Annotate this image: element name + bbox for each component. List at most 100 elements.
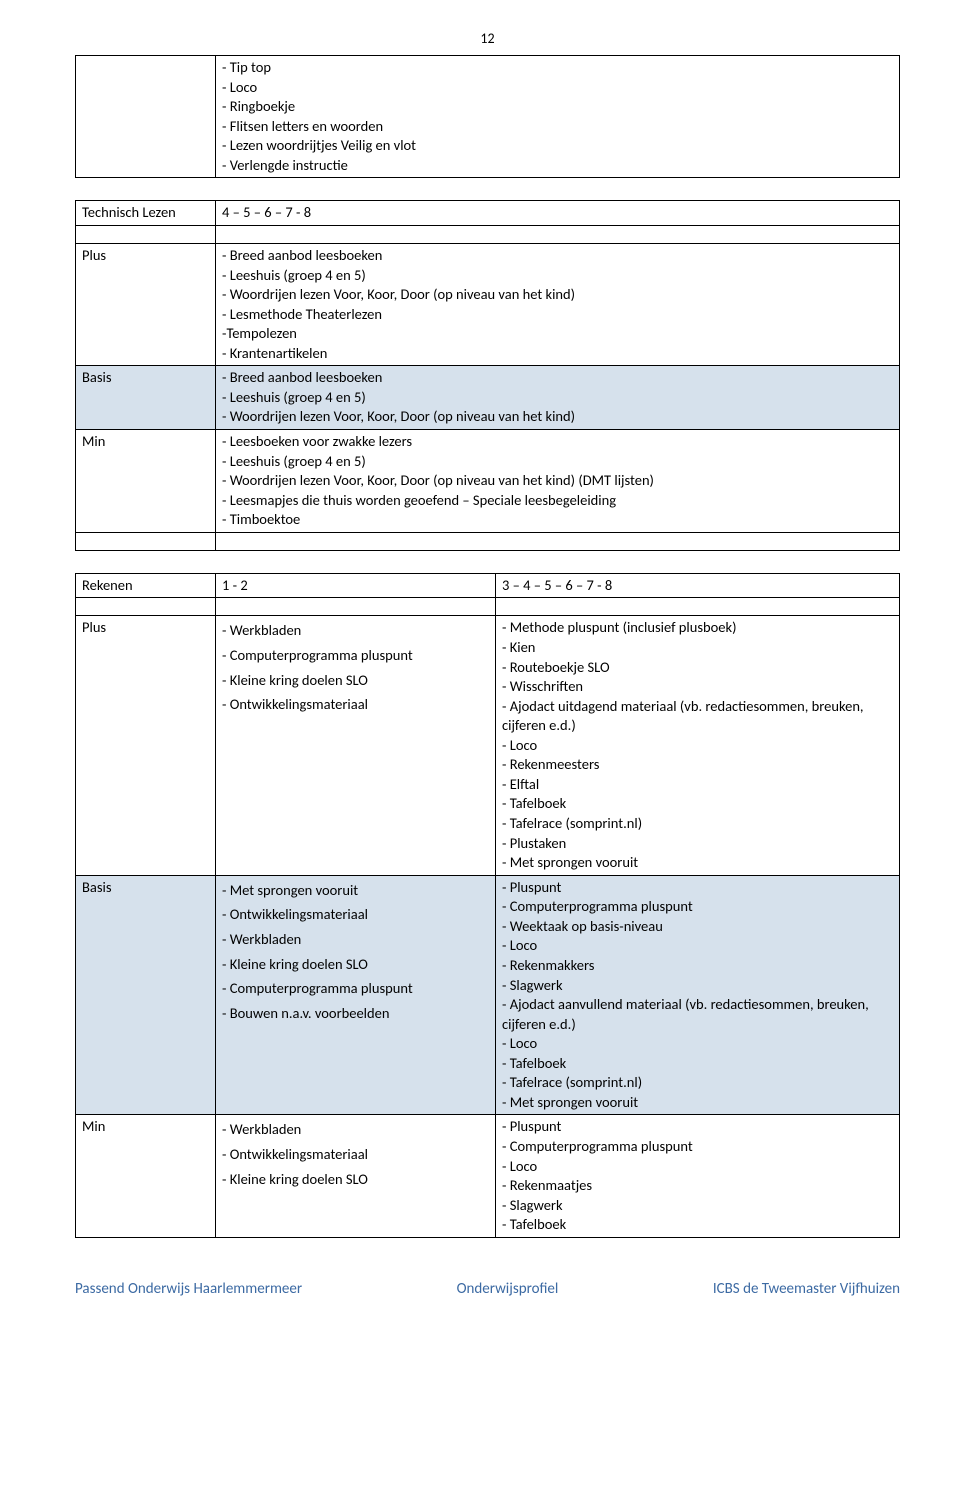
spacer xyxy=(216,532,900,550)
list-item: - Tafelboek xyxy=(502,794,893,814)
list-item: - Loco xyxy=(502,936,893,956)
list-item: - Ajodact uitdagend materiaal (vb. redac… xyxy=(502,697,893,736)
list-item: - Woordrijen lezen Voor, Koor, Door (op … xyxy=(222,285,893,305)
list-item: - Bouwen n.a.v. voorbeelden xyxy=(222,1001,489,1026)
list-item: - Leeshuis (groep 4 en 5) xyxy=(222,388,893,408)
list-item: - Ringboekje xyxy=(222,97,893,117)
list-item: - Loco xyxy=(502,1157,893,1177)
list-item: - Leeshuis (groep 4 en 5) xyxy=(222,266,893,286)
list-item: - Pluspunt xyxy=(502,878,893,898)
table3-header-label: Rekenen xyxy=(76,573,216,598)
table1-cell-items: - Tip top- Loco- Ringboekje- Flitsen let… xyxy=(216,56,900,178)
list-item: - Rekenmeesters xyxy=(502,755,893,775)
table3-header-b: 3 – 4 – 5 – 6 – 7 - 8 xyxy=(496,573,900,598)
table-row xyxy=(76,532,900,550)
list-item: - Met sprongen vooruit xyxy=(222,878,489,903)
row-label: Basis xyxy=(76,875,216,1115)
list-item: - Pluspunt xyxy=(502,1117,893,1137)
list-item: - Tafelrace (somprint.nl) xyxy=(502,1073,893,1093)
table3-spacer-a xyxy=(76,598,216,616)
table3-spacer-b xyxy=(216,598,496,616)
table3-body: Plus- Werkbladen- Computerprogramma plus… xyxy=(76,616,900,1237)
list-item: - Flitsen letters en woorden xyxy=(222,117,893,137)
list-item: - Weektaak op basis-niveau xyxy=(502,917,893,937)
list-item: - Ontwikkelingsmateriaal xyxy=(222,1142,489,1167)
list-item: - Wisschriften xyxy=(502,677,893,697)
table2-spacer-b xyxy=(216,225,900,243)
table-row: Basis- Breed aanbod leesboeken- Leeshuis… xyxy=(76,366,900,430)
footer: Passend Onderwijs Haarlemmermeer Onderwi… xyxy=(0,1280,960,1318)
list-item: - Kleine kring doelen SLO xyxy=(222,1167,489,1192)
row-col-b: - Pluspunt- Computerprogramma pluspunt- … xyxy=(496,1115,900,1237)
table-row: Plus- Werkbladen- Computerprogramma plus… xyxy=(76,616,900,875)
table2-spacer-a xyxy=(76,225,216,243)
list-item: - Loco xyxy=(222,78,893,98)
list-item: - Werkbladen xyxy=(222,618,489,643)
list-item: - Tafelrace (somprint.nl) xyxy=(502,814,893,834)
table-rekenen: Rekenen 1 - 2 3 – 4 – 5 – 6 – 7 - 8 Plus… xyxy=(75,573,900,1238)
row-label: Min xyxy=(76,430,216,533)
list-item: - Woordrijen lezen Voor, Koor, Door (op … xyxy=(222,471,893,491)
list-item: - Tafelboek xyxy=(502,1215,893,1235)
list-item: - Computerprogramma pluspunt xyxy=(222,976,489,1001)
table-tip-top: - Tip top- Loco- Ringboekje- Flitsen let… xyxy=(75,55,900,178)
list-item: - Routeboekje SLO xyxy=(502,658,893,678)
list-item: -Tempolezen xyxy=(222,324,893,344)
table-row: Plus- Breed aanbod leesboeken- Leeshuis … xyxy=(76,243,900,365)
table-row: Basis- Met sprongen vooruit- Ontwikkelin… xyxy=(76,875,900,1115)
footer-center: Onderwijsprofiel xyxy=(457,1280,559,1298)
list-item: - Breed aanbod leesboeken xyxy=(222,368,893,388)
row-col-a: - Werkbladen- Ontwikkelingsmateriaal- Kl… xyxy=(216,1115,496,1237)
list-item: - Kleine kring doelen SLO xyxy=(222,952,489,977)
list-item: - Rekenmakkers xyxy=(502,956,893,976)
table1-cell-empty xyxy=(76,56,216,178)
list-item: - Met sprongen vooruit xyxy=(502,1093,893,1113)
spacer xyxy=(76,532,216,550)
row-label: Basis xyxy=(76,366,216,430)
footer-right: ICBS de Tweemaster Vijfhuizen xyxy=(713,1280,900,1298)
list-item: - Ontwikkelingsmateriaal xyxy=(222,692,489,717)
list-item: - Computerprogramma pluspunt xyxy=(502,1137,893,1157)
footer-left: Passend Onderwijs Haarlemmermeer xyxy=(75,1280,302,1298)
list-item: - Verlengde instructie xyxy=(222,156,893,176)
row-col-b: - Methode pluspunt (inclusief plusboek)-… xyxy=(496,616,900,875)
table2-header-value: 4 – 5 – 6 – 7 - 8 xyxy=(216,201,900,226)
row-col-a: - Met sprongen vooruit- Ontwikkelingsmat… xyxy=(216,875,496,1115)
list-item: - Tip top xyxy=(222,58,893,78)
list-item: - Lezen woordrijtjes Veilig en vlot xyxy=(222,136,893,156)
list-item: - Met sprongen vooruit xyxy=(502,853,893,873)
list-item: - Werkbladen xyxy=(222,1117,489,1142)
list-item: - Timboektoe xyxy=(222,510,893,530)
row-items: - Leesboeken voor zwakke lezers- Leeshui… xyxy=(216,430,900,533)
list-item: - Krantenartikelen xyxy=(222,344,893,364)
table-row: Min- Leesboeken voor zwakke lezers- Lees… xyxy=(76,430,900,533)
list-item: - Slagwerk xyxy=(502,976,893,996)
list-item: - Leesboeken voor zwakke lezers xyxy=(222,432,893,452)
list-item: - Ajodact aanvullend materiaal (vb. reda… xyxy=(502,995,893,1034)
list-item: - Leeshuis (groep 4 en 5) xyxy=(222,452,893,472)
row-label: Plus xyxy=(76,243,216,365)
list-item: - Plustaken xyxy=(502,834,893,854)
list-item: - Ontwikkelingsmateriaal xyxy=(222,902,489,927)
list-item: - Elftal xyxy=(502,775,893,795)
page-number: 12 xyxy=(75,30,900,47)
table-row: Min- Werkbladen- Ontwikkelingsmateriaal-… xyxy=(76,1115,900,1237)
row-label: Plus xyxy=(76,616,216,875)
list-item: - Slagwerk xyxy=(502,1196,893,1216)
row-items: - Breed aanbod leesboeken- Leeshuis (gro… xyxy=(216,243,900,365)
list-item: - Computerprogramma pluspunt xyxy=(222,643,489,668)
row-col-b: - Pluspunt- Computerprogramma pluspunt- … xyxy=(496,875,900,1115)
table2-header-label: Technisch Lezen xyxy=(76,201,216,226)
table3-header-a: 1 - 2 xyxy=(216,573,496,598)
table3-spacer-c xyxy=(496,598,900,616)
table-technisch-lezen: Technisch Lezen 4 – 5 – 6 – 7 - 8 Plus- … xyxy=(75,200,900,550)
row-items: - Breed aanbod leesboeken- Leeshuis (gro… xyxy=(216,366,900,430)
list-item: - Rekenmaatjes xyxy=(502,1176,893,1196)
list-item: - Kleine kring doelen SLO xyxy=(222,668,489,693)
row-col-a: - Werkbladen- Computerprogramma pluspunt… xyxy=(216,616,496,875)
list-item: - Leesmapjes die thuis worden geoefend –… xyxy=(222,491,893,511)
list-item: - Breed aanbod leesboeken xyxy=(222,246,893,266)
list-item: - Lesmethode Theaterlezen xyxy=(222,305,893,325)
table1-list: - Tip top- Loco- Ringboekje- Flitsen let… xyxy=(222,58,893,175)
table2-body: Plus- Breed aanbod leesboeken- Leeshuis … xyxy=(76,243,900,550)
